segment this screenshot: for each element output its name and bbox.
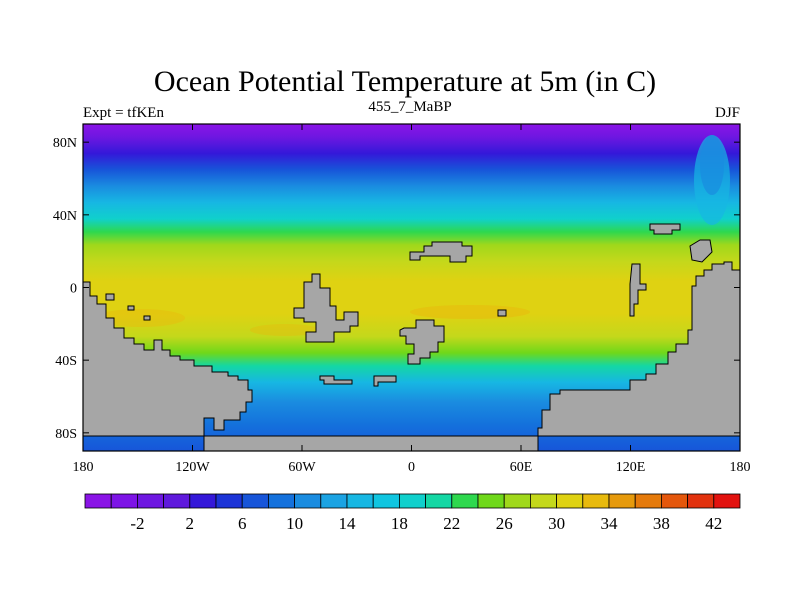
colorbar-swatch xyxy=(346,493,374,509)
longitude-axis: 180 120W 60W 0 60E 120E 180 xyxy=(73,124,751,475)
islet xyxy=(127,305,135,311)
islet xyxy=(143,315,151,321)
colorbar-swatch xyxy=(451,493,479,509)
colorbar-swatch xyxy=(661,493,689,509)
colorbar-swatch xyxy=(530,493,558,509)
landmass-antarctica xyxy=(203,435,539,451)
lat-tick-label: 0 xyxy=(70,282,77,297)
map-area xyxy=(83,124,740,451)
landmass-east-highland xyxy=(689,239,713,263)
colorbar-label: 14 xyxy=(339,514,357,533)
colorbar-swatch xyxy=(136,493,164,509)
experiment-label: Expt = tfKEn xyxy=(83,105,164,121)
colorbar-label: 42 xyxy=(705,514,722,533)
lat-tick-label: 80N xyxy=(53,136,77,151)
lon-tick-label: 120W xyxy=(175,460,210,475)
colorbar-swatch xyxy=(320,493,348,509)
colorbar-label: 6 xyxy=(238,514,247,533)
landmass-east-continent xyxy=(537,261,740,437)
colorbar-label: 30 xyxy=(548,514,565,533)
lat-tick-label: 40S xyxy=(55,354,77,369)
colorbar-swatch xyxy=(372,493,400,509)
colorbar-label: 38 xyxy=(653,514,670,533)
islet xyxy=(105,293,115,301)
run-label: 455_7_MaBP xyxy=(368,99,451,115)
latitude-axis: 80N 40N 0 40S 80S xyxy=(53,136,740,442)
colorbar-label: 10 xyxy=(286,514,303,533)
colorbar-swatch xyxy=(687,493,715,509)
colorbar-swatch xyxy=(634,493,662,509)
warm-pool-patch xyxy=(410,305,530,319)
colorbar-swatch xyxy=(582,493,610,509)
colorbar-swatch xyxy=(267,493,295,509)
island-north-central xyxy=(409,241,473,263)
map-title: Ocean Potential Temperature at 5m (in C) xyxy=(154,65,656,98)
lon-tick-label: 60W xyxy=(288,460,316,475)
lat-tick-label: 80S xyxy=(55,427,77,442)
colorbar-swatch xyxy=(425,493,453,509)
lon-tick-label: 120E xyxy=(616,460,646,475)
landmass-west-continent xyxy=(83,281,253,437)
island-northeast xyxy=(649,223,681,235)
island-southern-ocean xyxy=(373,375,397,387)
colorbar-swatch xyxy=(398,493,426,509)
colorbar-label: 34 xyxy=(601,514,619,533)
colorbar: -2 2 6 10 14 18 22 26 30 34 38 42 xyxy=(84,493,741,533)
island-southern-ocean xyxy=(319,375,353,385)
season-label: DJF xyxy=(715,105,740,121)
cold-tongue xyxy=(700,135,724,195)
colorbar-swatch xyxy=(241,493,269,509)
colorbar-swatch xyxy=(556,493,584,509)
island-central-ocean xyxy=(293,273,359,343)
warm-pool-patch xyxy=(95,309,185,327)
colorbar-label: 18 xyxy=(391,514,408,533)
colorbar-swatch xyxy=(477,493,505,509)
colorbar-label: 26 xyxy=(496,514,513,533)
lon-tick-label: 180 xyxy=(73,460,94,475)
warm-pool-patch xyxy=(250,324,320,336)
colorbar-swatch xyxy=(110,493,138,509)
colorbar-swatch xyxy=(503,493,531,509)
colorbar-swatch xyxy=(608,493,636,509)
island-east-narrow xyxy=(629,263,647,317)
lon-tick-label: 0 xyxy=(408,460,415,475)
colorbar-swatch xyxy=(294,493,322,509)
islet xyxy=(497,309,507,317)
island-mid-south xyxy=(399,319,445,365)
lon-tick-label: 60E xyxy=(510,460,533,475)
colorbar-label: 2 xyxy=(186,514,195,533)
colorbar-swatch xyxy=(189,493,217,509)
colorbar-label: -2 xyxy=(130,514,144,533)
colorbar-label: 22 xyxy=(443,514,460,533)
colorbar-swatch xyxy=(713,493,741,509)
lat-tick-label: 40N xyxy=(53,209,77,224)
colorbar-swatch xyxy=(215,493,243,509)
colorbar-swatch xyxy=(163,493,191,509)
lon-tick-label: 180 xyxy=(730,460,751,475)
colorbar-swatch xyxy=(84,493,112,509)
